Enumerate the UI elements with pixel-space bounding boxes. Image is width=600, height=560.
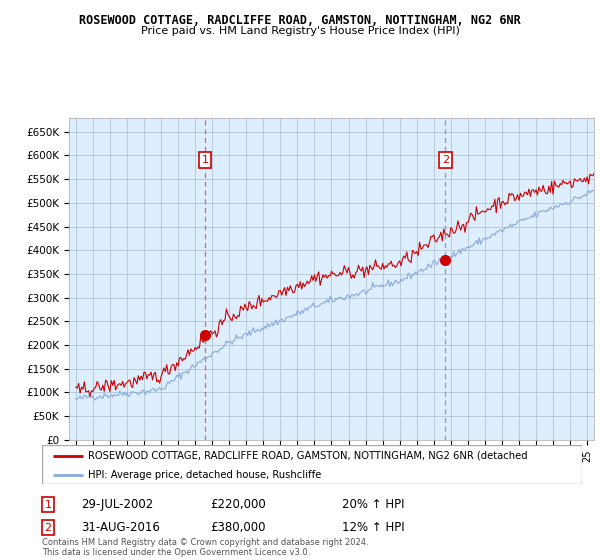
Text: £380,000: £380,000 xyxy=(210,521,265,534)
Text: Contains HM Land Registry data © Crown copyright and database right 2024.
This d: Contains HM Land Registry data © Crown c… xyxy=(42,538,368,557)
Text: 2: 2 xyxy=(44,522,52,533)
Text: £220,000: £220,000 xyxy=(210,498,266,511)
Text: 20% ↑ HPI: 20% ↑ HPI xyxy=(342,498,404,511)
Text: ROSEWOOD COTTAGE, RADCLIFFE ROAD, GAMSTON, NOTTINGHAM, NG2 6NR (detached: ROSEWOOD COTTAGE, RADCLIFFE ROAD, GAMSTO… xyxy=(88,451,527,461)
Text: 29-JUL-2002: 29-JUL-2002 xyxy=(81,498,153,511)
Text: 31-AUG-2016: 31-AUG-2016 xyxy=(81,521,160,534)
Text: Price paid vs. HM Land Registry's House Price Index (HPI): Price paid vs. HM Land Registry's House … xyxy=(140,26,460,36)
Text: 1: 1 xyxy=(44,500,52,510)
Text: 1: 1 xyxy=(202,155,209,165)
Text: 12% ↑ HPI: 12% ↑ HPI xyxy=(342,521,404,534)
Text: ROSEWOOD COTTAGE, RADCLIFFE ROAD, GAMSTON, NOTTINGHAM, NG2 6NR: ROSEWOOD COTTAGE, RADCLIFFE ROAD, GAMSTO… xyxy=(79,14,521,27)
Text: HPI: Average price, detached house, Rushcliffe: HPI: Average price, detached house, Rush… xyxy=(88,470,321,479)
Text: 2: 2 xyxy=(442,155,449,165)
